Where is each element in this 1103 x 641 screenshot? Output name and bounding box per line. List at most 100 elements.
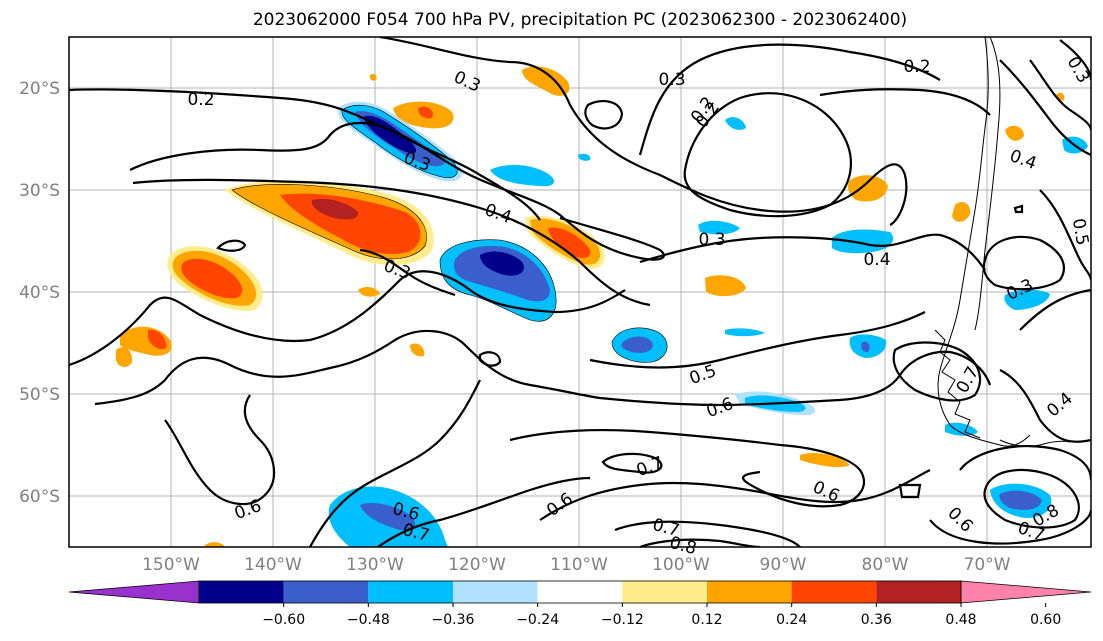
latitude-label: 20°S (19, 79, 60, 99)
pv-contour-line (129, 121, 541, 221)
precip-positive-area (116, 347, 133, 368)
colorbar-segment (707, 581, 792, 603)
pv-contour-line (719, 350, 992, 407)
precip-positive-area (358, 287, 380, 297)
precip-negative-area (999, 490, 1042, 510)
coastline-south-america (999, 439, 1071, 447)
contour-label: 0.4 (863, 250, 890, 270)
contour-label: 0.2 (187, 90, 214, 110)
contour-label: 0.5 (1068, 217, 1092, 247)
precip-positive-area (848, 175, 888, 202)
colorbar-tick-label: −0.24 (516, 612, 559, 628)
pv-contour-line (1019, 288, 1091, 331)
latitude-labels: 20°S 30°S 40°S 50°S 60°S (19, 79, 60, 507)
precip-outline (341, 104, 458, 178)
pv-contour-line (1039, 189, 1091, 281)
precip-negative-area (861, 341, 870, 352)
colorbar-segment (368, 581, 453, 603)
pv-contours (69, 37, 1091, 547)
colorbar-tick-label: 0.48 (945, 612, 976, 628)
colorbar-segment (199, 581, 284, 603)
latitude-label: 40°S (19, 283, 60, 303)
precip-negative-area (490, 164, 555, 187)
colorbar-segment (537, 581, 623, 603)
pv-contour-line (929, 509, 1091, 545)
colorbar-tick-label: 0.36 (861, 612, 892, 628)
precip-positive-area (311, 198, 359, 220)
pv-contour-line (1029, 59, 1091, 131)
precip-negative-area (621, 336, 653, 353)
latitude-label: 60°S (19, 487, 60, 507)
longitude-label: 120°W (448, 555, 506, 575)
precip-outlines (231, 104, 668, 363)
pv-contour-line (379, 37, 908, 226)
longitude-label: 90°W (760, 555, 807, 575)
colorbar: −0.60 −0.48 −0.36 −0.24 −0.12 0.12 0.24 0.36 0.4… (68, 580, 1092, 628)
precip-negative-area (698, 220, 740, 235)
longitude-labels: 150°W 140°W 130°W 120°W 110°W 100°W 90°W 80°W 70… (142, 555, 1011, 575)
colorbar-segment (876, 581, 961, 603)
precip-positive-area (418, 106, 433, 119)
pv-contour-line (216, 239, 247, 252)
pv-contour-line (94, 329, 721, 407)
precip-positive-area (952, 201, 971, 222)
precip-positive-area (280, 193, 421, 255)
latitude-label: 50°S (19, 385, 60, 405)
precip-negative-area (578, 153, 591, 161)
colorbar-frame (198, 580, 962, 604)
longitude-label: 70°W (964, 555, 1011, 575)
longitude-label: 150°W (142, 555, 200, 575)
pv-contour-line (639, 233, 986, 271)
precip-positive-area (522, 66, 570, 96)
pv-contour-line (69, 88, 666, 261)
pv-contour-line (639, 538, 761, 547)
pv-contour-line (1013, 204, 1024, 214)
precip-outline (611, 327, 668, 363)
precip-negative-area (725, 328, 765, 337)
pv-contour-line (614, 520, 801, 547)
contour-label: 0.3 (698, 230, 725, 250)
precip-shading (116, 66, 1088, 547)
precip-positive-area (548, 227, 591, 258)
pv-contour-line (601, 452, 663, 474)
coastline-islands (934, 329, 981, 439)
pv-contour-line (478, 351, 502, 367)
precip-positive-area (148, 329, 167, 350)
pv-contour-line (309, 379, 481, 547)
colorbar-tick-label: −0.48 (347, 612, 390, 628)
colorbar-tick-label: −0.60 (262, 612, 305, 628)
precip-negative-area (480, 251, 525, 276)
precip-outline (231, 184, 427, 260)
pv-contour-line (999, 369, 1091, 443)
precip-positive-area (205, 542, 225, 547)
precip-positive-area (410, 343, 425, 357)
figure-title: 2023062000 F054 700 hPa PV, precipitatio… (253, 10, 907, 30)
colorbar-segment (283, 581, 369, 603)
map-border (68, 36, 1092, 548)
pv-contour-line (164, 394, 276, 506)
colorbar-tick-label: −0.36 (432, 612, 475, 628)
pv-contour-line (983, 468, 1080, 529)
pv-contour-line (584, 99, 624, 130)
colorbar-extend-low (68, 580, 200, 604)
contour-label: 0.2 (903, 57, 930, 77)
precip-positive-area (181, 258, 243, 299)
precip-positive-area (800, 453, 850, 468)
pv-contour-line (589, 311, 926, 369)
contour-label: 0.3 (658, 70, 685, 90)
colorbar-tick-label: 0.24 (776, 612, 807, 628)
pv-contour-line (683, 92, 852, 218)
pv-contour-line (132, 178, 651, 307)
pv-contour-line (359, 248, 456, 297)
pv-contour-line (898, 483, 922, 499)
coastline-south-america (974, 37, 1001, 331)
colorbar-tick-label: 0.12 (691, 612, 722, 628)
pv-contour-line (892, 341, 982, 402)
longitude-label: 110°W (550, 555, 608, 575)
precip-negative-area (725, 117, 746, 130)
precip-negative-area (945, 422, 978, 436)
pv-contour-line (819, 88, 991, 116)
longitude-label: 140°W (244, 555, 302, 575)
pv-contour-line (539, 469, 931, 521)
colorbar-extend-high (960, 580, 1092, 604)
